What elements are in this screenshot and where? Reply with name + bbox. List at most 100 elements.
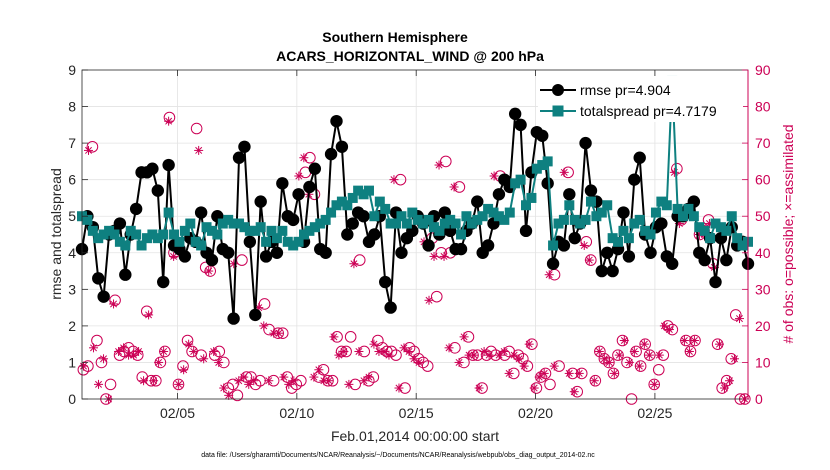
obs-assimilated-stroke: [505, 369, 513, 377]
totalspread-point: [109, 229, 120, 240]
totalspread-point: [125, 225, 136, 236]
obs-assimilated-point: [334, 350, 344, 360]
obs-assimilated-stroke: [235, 377, 243, 385]
obs-possible-point: [227, 378, 239, 391]
obs-assimilated-point: [659, 321, 669, 331]
obs-assimilated-point: [359, 376, 369, 386]
obs-assimilated-point: [499, 346, 509, 356]
rmse-point: [541, 177, 554, 190]
rmse-point: [178, 250, 192, 263]
obs-assimilated-point: [299, 153, 309, 163]
obs-assimilated-point: [229, 259, 239, 269]
obs-assimilated-stroke: [290, 377, 298, 385]
obs-assimilated-point: [189, 346, 199, 356]
totalspread-point: [369, 211, 380, 222]
obs-assimilated-stroke: [310, 373, 318, 381]
obs-assimilated-point: [664, 325, 674, 335]
y-tick-label: 8: [68, 99, 76, 115]
totalspread-point: [347, 192, 358, 203]
obs-assimilated-stroke: [170, 252, 178, 260]
obs-possible-point: [163, 111, 176, 124]
totalspread-point: [277, 225, 288, 236]
obs-assimilated-stroke: [515, 355, 523, 363]
rmse-point: [335, 140, 349, 153]
obs-assimilated-point: [179, 365, 189, 375]
y-tick-label-right: 50: [755, 208, 771, 224]
totalspread-point: [255, 222, 266, 233]
obs-assimilated-stroke: [730, 355, 738, 363]
obs-assimilated-stroke: [180, 366, 188, 374]
obs-assimilated-point: [644, 350, 654, 360]
obs-assimilated-stroke: [550, 362, 558, 370]
y-tick-label-right: 70: [755, 135, 771, 151]
totalspread-point: [656, 196, 667, 207]
obs-assimilated-stroke: [610, 369, 618, 377]
totalspread-point: [407, 207, 418, 218]
obs-assimilated-point: [249, 376, 259, 386]
obs-assimilated-stroke: [535, 373, 543, 381]
obs-assimilated-stroke: [575, 369, 583, 377]
totalspread-point: [401, 218, 412, 229]
obs-assimilated-stroke: [540, 369, 548, 377]
obs-assimilated-stroke: [320, 377, 328, 385]
obs-assimilated-point: [514, 354, 524, 364]
totalspread-point: [428, 222, 439, 233]
obs-assimilated-point: [594, 346, 604, 356]
obs-assimilated-stroke: [225, 391, 233, 399]
totalspread-point: [456, 229, 467, 240]
obs-assimilated-stroke: [100, 355, 108, 363]
rmse-point: [665, 257, 679, 270]
totalspread-point: [472, 214, 483, 225]
rmse-point: [194, 206, 208, 219]
totalspread-point: [120, 240, 131, 251]
rmse-point: [292, 188, 305, 201]
x-tick-label: 02/15: [399, 405, 434, 421]
rmse-point: [259, 250, 273, 263]
obs-assimilated-point: [724, 376, 734, 386]
obs-assimilated-point: [484, 350, 494, 360]
obs-possible-point: [344, 331, 357, 343]
y-axis-label: rmse and totalspread: [48, 168, 64, 300]
totalspread-point: [293, 236, 304, 247]
obs-assimilated-point: [284, 379, 294, 389]
y-tick-label-right: 60: [755, 172, 771, 188]
obs-assimilated-point: [389, 175, 399, 185]
obs-possible-point: [430, 290, 443, 303]
totalspread-point: [694, 222, 705, 233]
rmse-point: [151, 184, 165, 197]
totalspread-point: [98, 229, 109, 240]
totalspread-point: [141, 233, 152, 244]
totalspread-point: [320, 214, 331, 225]
obs-assimilated-stroke: [650, 380, 658, 388]
y-tick-label: 4: [68, 245, 76, 261]
obs-assimilated-stroke: [85, 146, 93, 154]
obs-assimilated-point: [209, 346, 219, 356]
totalspread-point: [483, 203, 494, 214]
obs-assimilated-stroke: [410, 355, 418, 363]
totalspread-point: [613, 236, 624, 247]
y-tick-label-right: 40: [755, 245, 771, 261]
totalspread-point: [526, 192, 537, 203]
totalspread-point: [721, 225, 732, 236]
totalspread-point: [309, 222, 320, 233]
rmse-point: [341, 228, 354, 241]
obs-assimilated-point: [519, 361, 529, 371]
obs-possible-point: [421, 360, 434, 372]
obs-assimilated-point: [259, 321, 269, 331]
legend-spread-marker: [552, 105, 564, 117]
obs-assimilated-point: [94, 379, 104, 389]
legend: rmse pr=4.904 totalspread pr=4.7179: [538, 76, 743, 122]
obs-assimilated-stroke: [470, 351, 478, 359]
obs-assimilated-stroke: [735, 315, 743, 323]
totalspread-point: [244, 225, 255, 236]
totalspread-point: [732, 233, 743, 244]
rmse-point: [595, 264, 609, 278]
totalspread-point: [650, 207, 661, 218]
y-tick-label: 2: [68, 318, 76, 334]
obs-assimilated-stroke: [295, 172, 303, 180]
obs-assimilated-point: [489, 171, 499, 181]
obs-assimilated-point: [349, 259, 359, 269]
obs-assimilated-point: [569, 387, 579, 397]
rmse-point: [368, 228, 381, 241]
obs-assimilated-stroke: [205, 267, 213, 275]
